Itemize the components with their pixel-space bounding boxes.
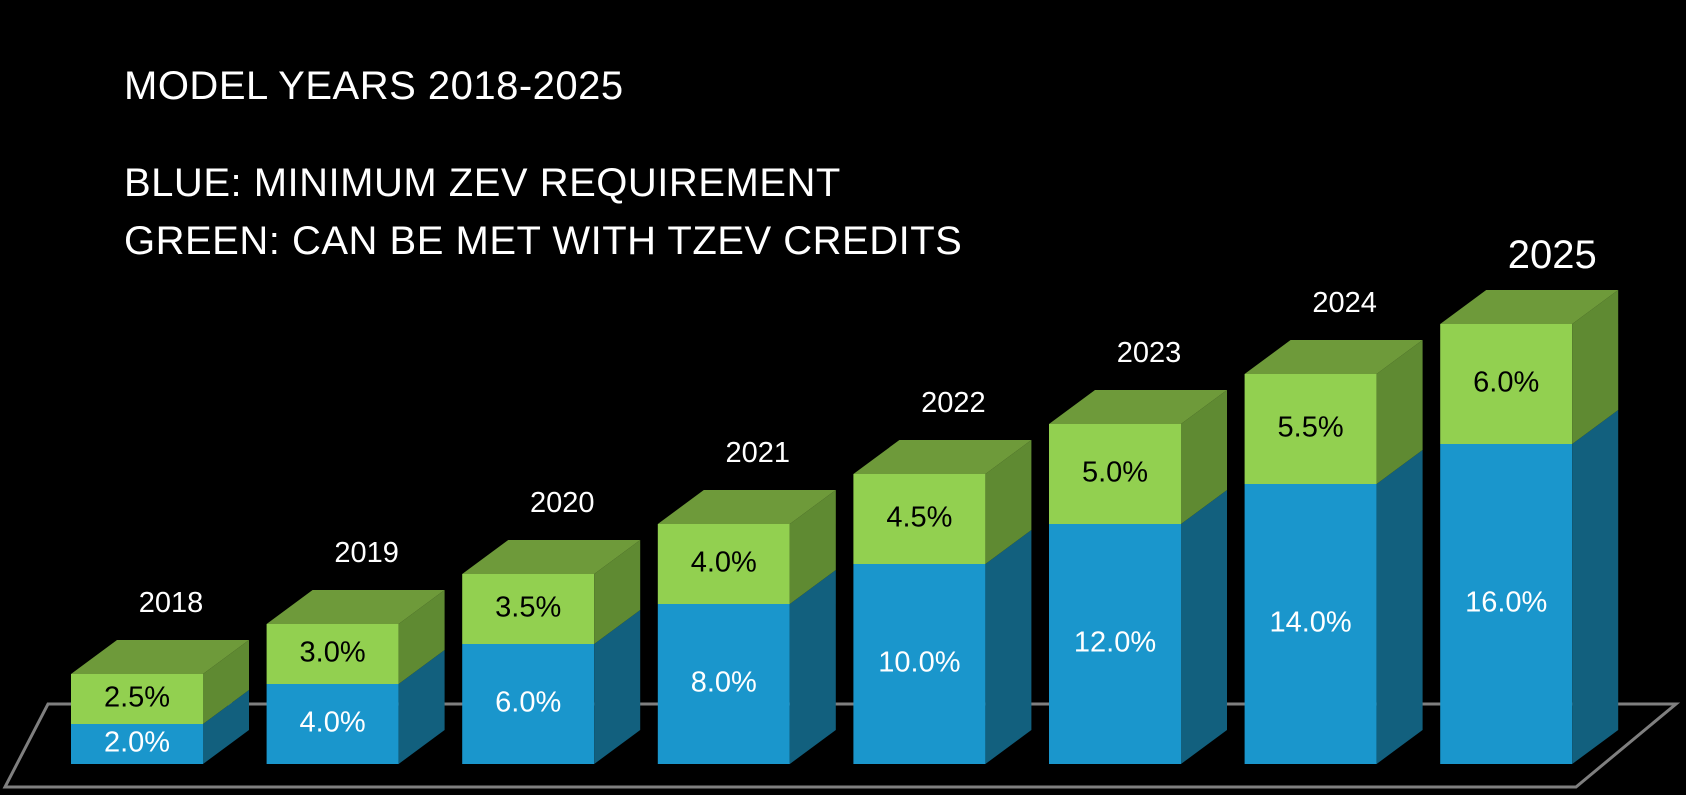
value-label-2023-s0: 12.0% bbox=[1074, 627, 1156, 659]
category-label-2023: 2023 bbox=[1117, 337, 1182, 369]
category-label-2025: 2025 bbox=[1508, 233, 1597, 277]
bar-2020-s1-front bbox=[462, 574, 595, 644]
bar-2022-s1-side bbox=[985, 440, 1032, 564]
bar-2020-s0-front bbox=[462, 644, 595, 764]
chart-title: MODEL YEARS 2018-2025 bbox=[124, 64, 624, 108]
legend-green-text: GREEN: CAN BE MET WITH TZEV CREDITS bbox=[124, 219, 963, 263]
bar-2024-s1-side bbox=[1376, 340, 1423, 484]
bar-2019-s1-side bbox=[398, 590, 445, 684]
legend-blue-text: BLUE: MINIMUM ZEV REQUIREMENT bbox=[124, 161, 841, 205]
bar-2024-s0-front bbox=[1244, 484, 1377, 764]
bar-2018-s0-side bbox=[203, 690, 249, 764]
bar-2019-s0-front bbox=[266, 684, 399, 764]
value-label-2024-s1: 5.5% bbox=[1278, 412, 1344, 444]
bar-2023-top bbox=[1049, 390, 1227, 424]
value-label-2020-s1: 3.5% bbox=[495, 592, 561, 624]
value-label-2021-s1: 4.0% bbox=[691, 547, 757, 579]
bar-2021-s0-side bbox=[789, 570, 836, 764]
category-label-2018: 2018 bbox=[139, 587, 204, 619]
value-label-2022-s0: 10.0% bbox=[878, 647, 960, 679]
value-label-2019-s0: 4.0% bbox=[300, 707, 366, 739]
bar-2018-s1-front bbox=[71, 674, 203, 724]
bar-2020-s1-side bbox=[594, 540, 641, 644]
bars-group: 2.0% 2.5% 2018 4.0% 3.0% 2019 6.0% 3.5% 2020 8.0%… bbox=[71, 233, 1619, 764]
bar-2022-s0-side bbox=[985, 530, 1032, 764]
bar-2024-s0-side bbox=[1376, 450, 1423, 764]
bar-2025-s0-front bbox=[1440, 444, 1573, 764]
bar-2022-s1-front bbox=[853, 474, 986, 564]
bar-2018-s0-front bbox=[71, 724, 203, 764]
bar-2023-s1-front bbox=[1049, 424, 1181, 524]
category-label-2020: 2020 bbox=[530, 487, 595, 519]
value-label-2022-s1: 4.5% bbox=[886, 502, 952, 534]
bar-2025-s1-front bbox=[1440, 324, 1573, 444]
bar-2024-s1-front bbox=[1244, 374, 1377, 484]
bar-2022-s0-front bbox=[853, 564, 986, 764]
value-label-2023-s1: 5.0% bbox=[1082, 457, 1148, 489]
bar-2019-s0-side bbox=[398, 650, 445, 764]
bar-2025-s0-side bbox=[1572, 410, 1619, 764]
bar-2021-s0-front bbox=[657, 604, 790, 764]
bar-2020-s0-side bbox=[594, 610, 641, 764]
value-label-2020-s0: 6.0% bbox=[495, 687, 561, 719]
bar-2021-s1-side bbox=[789, 490, 836, 604]
bar-2021-top bbox=[657, 490, 836, 524]
bar-2023-s0-side bbox=[1181, 490, 1227, 764]
value-label-2025-s0: 16.0% bbox=[1465, 587, 1547, 619]
category-label-2021: 2021 bbox=[726, 437, 791, 469]
value-label-2018-s0: 2.0% bbox=[104, 727, 170, 759]
bar-2023-s0-front bbox=[1049, 524, 1181, 764]
chart-floor bbox=[2, 702, 1681, 789]
value-label-2025-s1: 6.0% bbox=[1473, 367, 1539, 399]
category-label-2024: 2024 bbox=[1312, 287, 1377, 319]
category-label-2022: 2022 bbox=[921, 387, 986, 419]
bar-2025-s1-side bbox=[1572, 290, 1619, 444]
value-label-2021-s0: 8.0% bbox=[691, 667, 757, 699]
value-label-2019-s1: 3.0% bbox=[300, 637, 366, 669]
bar-2023-s1-side bbox=[1181, 390, 1227, 524]
bar-2021-s1-front bbox=[657, 524, 790, 604]
bar-2019-s1-front bbox=[266, 624, 399, 684]
bar-2018-top bbox=[71, 640, 249, 674]
bar-2022-top bbox=[853, 440, 1032, 474]
category-label-2019: 2019 bbox=[334, 537, 399, 569]
bar-2020-top bbox=[462, 540, 641, 574]
bar-2025-top bbox=[1440, 290, 1619, 324]
bar-2019-top bbox=[266, 590, 445, 624]
bar-2024-top bbox=[1244, 340, 1423, 374]
value-label-2018-s1: 2.5% bbox=[104, 682, 170, 714]
value-label-2024-s0: 14.0% bbox=[1269, 607, 1351, 639]
bar-2018-s1-side bbox=[203, 640, 249, 724]
